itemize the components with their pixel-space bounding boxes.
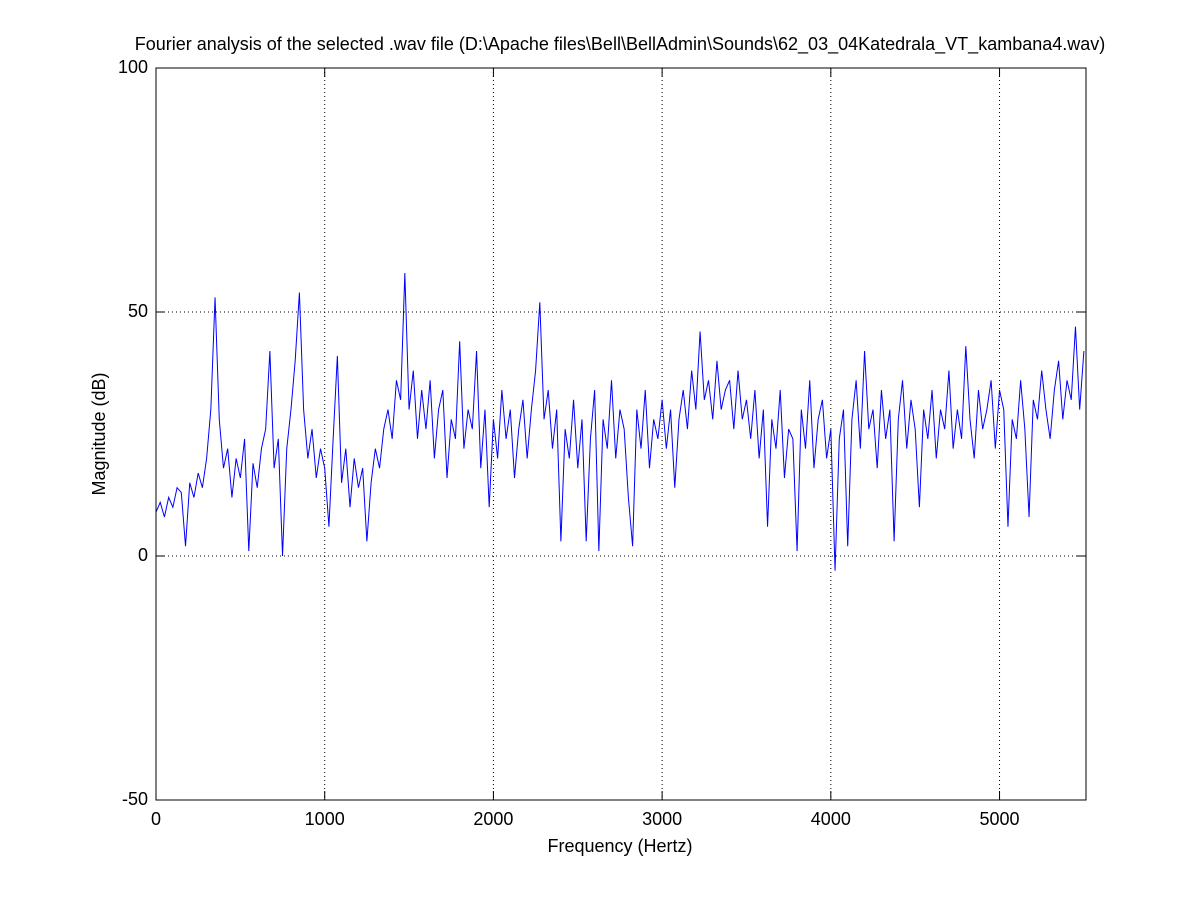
x-tick-label: 2000 — [473, 809, 513, 829]
x-tick-label: 3000 — [642, 809, 682, 829]
y-tick-label: 0 — [138, 545, 148, 565]
y-axis-label: Magnitude (dB) — [89, 372, 109, 495]
y-tick-label: -50 — [122, 789, 148, 809]
x-tick-label: 5000 — [980, 809, 1020, 829]
x-tick-label: 4000 — [811, 809, 851, 829]
plot-frame — [155, 67, 1087, 801]
y-tick-label: 50 — [128, 301, 148, 321]
x-tick-label: 0 — [151, 809, 161, 829]
x-tick-label: 1000 — [305, 809, 345, 829]
spectrum-line — [155, 272, 1085, 571]
chart-title: Fourier analysis of the selected .wav fi… — [135, 34, 1106, 55]
y-tick-label: 100 — [118, 57, 148, 77]
x-axis-label: Frequency (Hertz) — [547, 836, 692, 856]
